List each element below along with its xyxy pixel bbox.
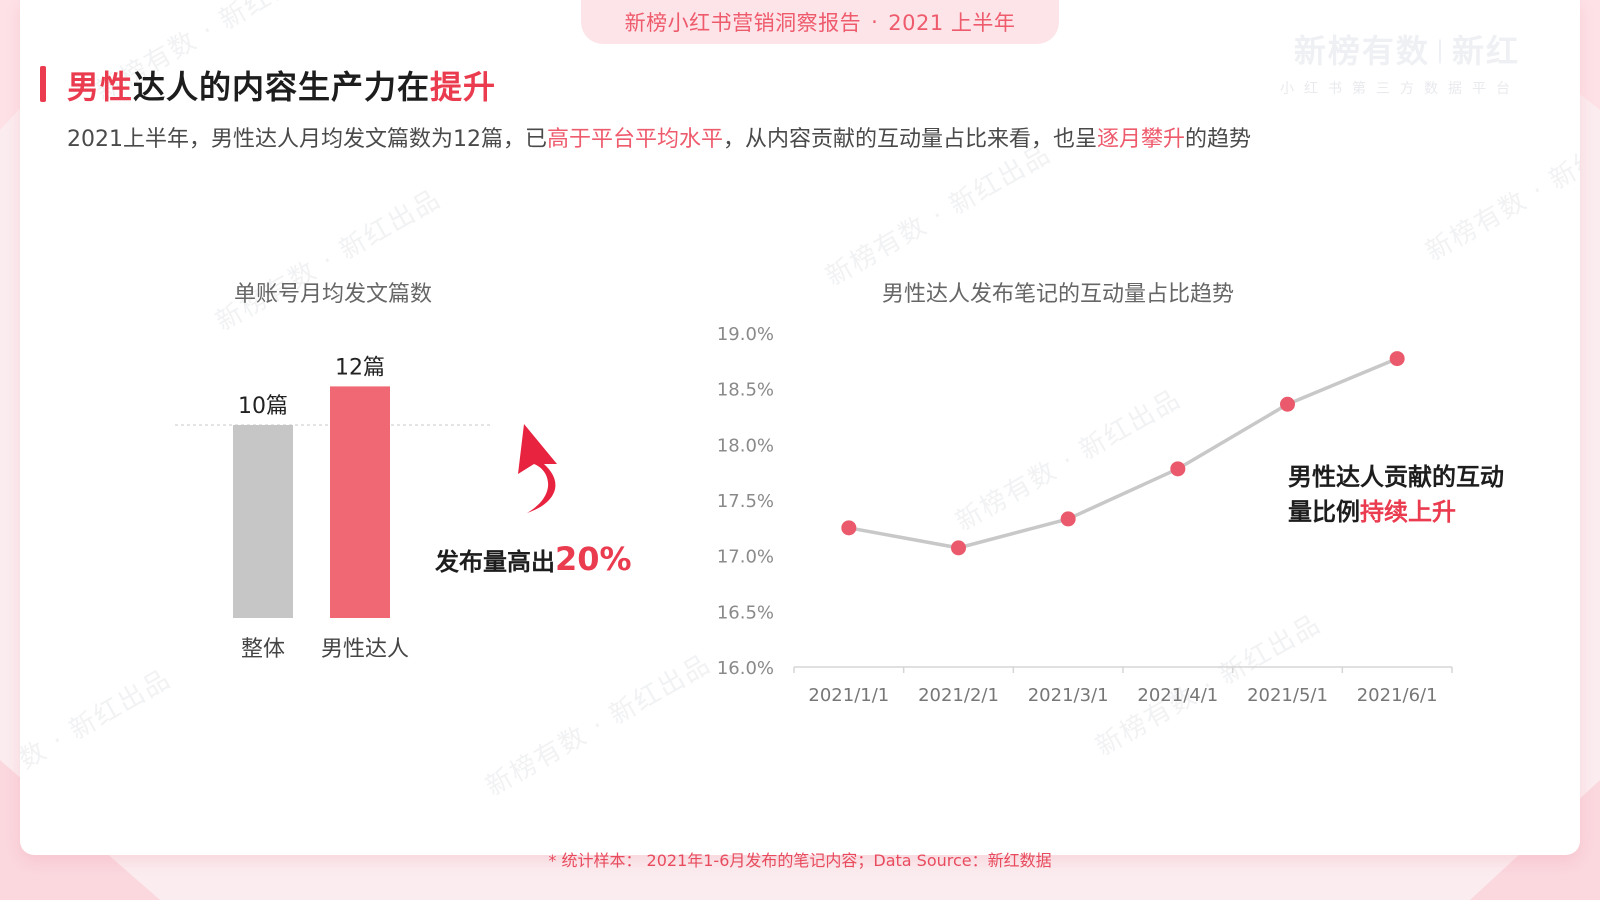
bar-value-label: 12篇	[335, 355, 385, 380]
bar-value-label: 10篇	[238, 394, 288, 419]
data-point	[951, 540, 966, 556]
x-tick-label: 2021/2/1	[918, 685, 999, 706]
line-callout-prefix: 量比例	[1288, 498, 1360, 526]
watermark: 新榜有数 · 新红出品	[210, 183, 447, 338]
y-tick-label: 16.0%	[717, 658, 774, 679]
line-callout-highlight: 持续上升	[1360, 498, 1456, 526]
report-header-tab: 新榜小红书营销洞察报告 · 2021 上半年	[581, 0, 1059, 44]
bar	[233, 425, 293, 618]
bar-category-label: 整体	[241, 637, 285, 662]
y-tick-label: 17.0%	[717, 547, 774, 568]
x-tick-label: 2021/6/1	[1357, 685, 1438, 706]
subtitle-part1: 2021上半年，男性达人月均发文篇数为12篇，已	[67, 127, 547, 152]
y-tick-label: 16.5%	[717, 602, 774, 623]
y-tick-label: 18.5%	[717, 380, 774, 401]
brand-main-name: 新榜有数	[1293, 32, 1430, 70]
line-callout-line1: 男性达人贡献的互动	[1288, 463, 1504, 491]
x-tick-label: 2021/3/1	[1028, 685, 1109, 706]
line-chart: 16.0% 16.5% 17.0% 17.5% 18.0% 18.5% 19.0% 2021/…	[717, 324, 1504, 706]
bar-callout: 发布量高出20%	[434, 540, 632, 578]
brand-secondary-name: 新红	[1451, 32, 1520, 70]
page-title: 男性达人的内容生产力在提升	[67, 62, 496, 108]
x-tick-label: 2021/1/1	[808, 685, 889, 706]
watermark: 新榜有数 · 新红出品	[20, 663, 177, 818]
data-point	[841, 520, 857, 536]
series-line	[848, 356, 1398, 550]
title-middle: 达人的内容生产力在	[133, 68, 431, 106]
y-tick-label: 19.0%	[717, 324, 774, 345]
subtitle-part5: 的趋势	[1185, 127, 1252, 152]
x-tick-label: 2021/4/1	[1137, 685, 1218, 706]
watermark: 新榜有数 · 新红出品	[820, 138, 1057, 293]
data-point	[1280, 396, 1295, 412]
y-tick-label: 18.0%	[717, 435, 774, 456]
title-highlight-male: 男性	[67, 68, 134, 106]
bar-chart-title: 单账号月均发文篇数	[234, 282, 433, 307]
x-tick-label: 2021/5/1	[1247, 685, 1328, 706]
bar-callout-text: 发布量高出	[434, 548, 555, 576]
subtitle-part3: ，从内容贡献的互动量占比来看，也呈	[723, 127, 1098, 152]
bar-category-label: 男性达人	[321, 637, 409, 662]
subtitle-highlight-above-average: 高于平台平均水平	[546, 127, 723, 152]
page-subtitle: 2021上半年，男性达人月均发文篇数为12篇，已高于平台平均水平，从内容贡献的互…	[67, 121, 1251, 153]
bar-callout-value: 20%	[555, 540, 632, 578]
footer-note: * 统计样本： 2021年1-6月发布的笔记内容；Data Source：新红数…	[548, 851, 1052, 870]
brand-logo: 新榜有数 | 新红 小红书第三方数据平台	[1280, 26, 1520, 98]
report-title: 新榜小红书营销洞察报告	[624, 11, 862, 35]
subtitle-highlight-monthly-rise: 逐月攀升	[1097, 127, 1186, 152]
brand-name: 新榜有数 | 新红	[1280, 26, 1520, 72]
brand-separator: |	[1435, 36, 1446, 64]
data-point	[1170, 461, 1186, 477]
line-callout-line2: 量比例持续上升	[1288, 498, 1456, 526]
brand-tagline: 小红书第三方数据平台	[1280, 81, 1520, 97]
content-card: 新榜有数 · 新红出品 新榜有数 · 新红出品 新榜有数 · 新红出品 新榜有数…	[20, 0, 1580, 855]
report-period: 2021 上半年	[888, 11, 1016, 35]
title-accent-bar	[40, 66, 46, 102]
title-highlight-rise: 提升	[430, 68, 497, 106]
separator-dot: ·	[871, 10, 879, 34]
bar	[330, 386, 390, 618]
y-tick-label: 17.5%	[717, 491, 774, 512]
data-point	[1389, 351, 1405, 367]
data-point	[1060, 511, 1076, 527]
watermark: 新榜有数 · 新红出品	[1420, 113, 1580, 268]
line-chart-title: 男性达人发布笔记的互动量占比趋势	[882, 282, 1235, 307]
up-arrow-icon	[518, 424, 557, 513]
